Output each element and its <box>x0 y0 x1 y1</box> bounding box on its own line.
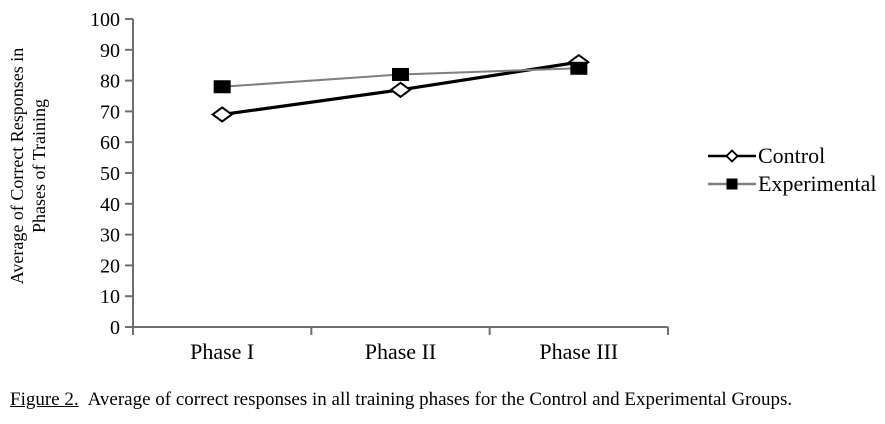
y-tick-label: 0 <box>110 317 120 339</box>
legend-item-experimental: Experimental <box>708 170 877 198</box>
experimental-data-point-marker <box>570 61 588 75</box>
x-category-label: Phase III <box>539 339 618 364</box>
y-tick-label: 80 <box>100 71 120 93</box>
figure-caption-label: Figure 2. <box>10 389 79 410</box>
control-data-point-marker <box>389 81 412 99</box>
figure-caption-text: Average of correct responses in all trai… <box>87 389 793 410</box>
x-category-label: Phase II <box>365 339 436 364</box>
y-axis-label-line1: Average of Correct Responses in <box>7 47 27 285</box>
y-tick-label: 90 <box>100 40 120 62</box>
y-tick-label: 50 <box>100 163 120 185</box>
control-line-diamond-icon <box>708 149 756 163</box>
legend: Control Experimental <box>708 142 877 198</box>
experimental-data-point-marker <box>392 67 409 81</box>
y-tick-label: 20 <box>100 255 120 277</box>
y-tick-label: 40 <box>100 194 120 216</box>
y-tick-label: 100 <box>90 9 120 31</box>
legend-item-control: Control <box>708 142 877 170</box>
experimental-data-point-marker <box>213 80 231 94</box>
x-category-label: Phase I <box>190 339 254 364</box>
control-data-point-marker <box>210 106 234 123</box>
legend-label-experimental: Experimental <box>758 171 877 196</box>
chart-svg: 0 10 20 30 40 50 60 70 80 90 100 Phase I Phase II Pha… <box>90 9 669 364</box>
experimental-line-square-icon <box>708 178 756 190</box>
figure-caption: Figure 2. Average of correct responses in… <box>10 389 880 411</box>
y-axis-label: Average of Correct Responses in Phases o… <box>6 6 52 326</box>
legend-label-control: Control <box>758 143 826 168</box>
y-tick-label: 60 <box>100 132 120 154</box>
y-tick-label: 70 <box>100 101 120 123</box>
y-tick-label: 30 <box>100 225 120 247</box>
y-axis-label-line2: Phases of Training <box>29 99 49 234</box>
y-tick-label: 10 <box>100 286 120 308</box>
